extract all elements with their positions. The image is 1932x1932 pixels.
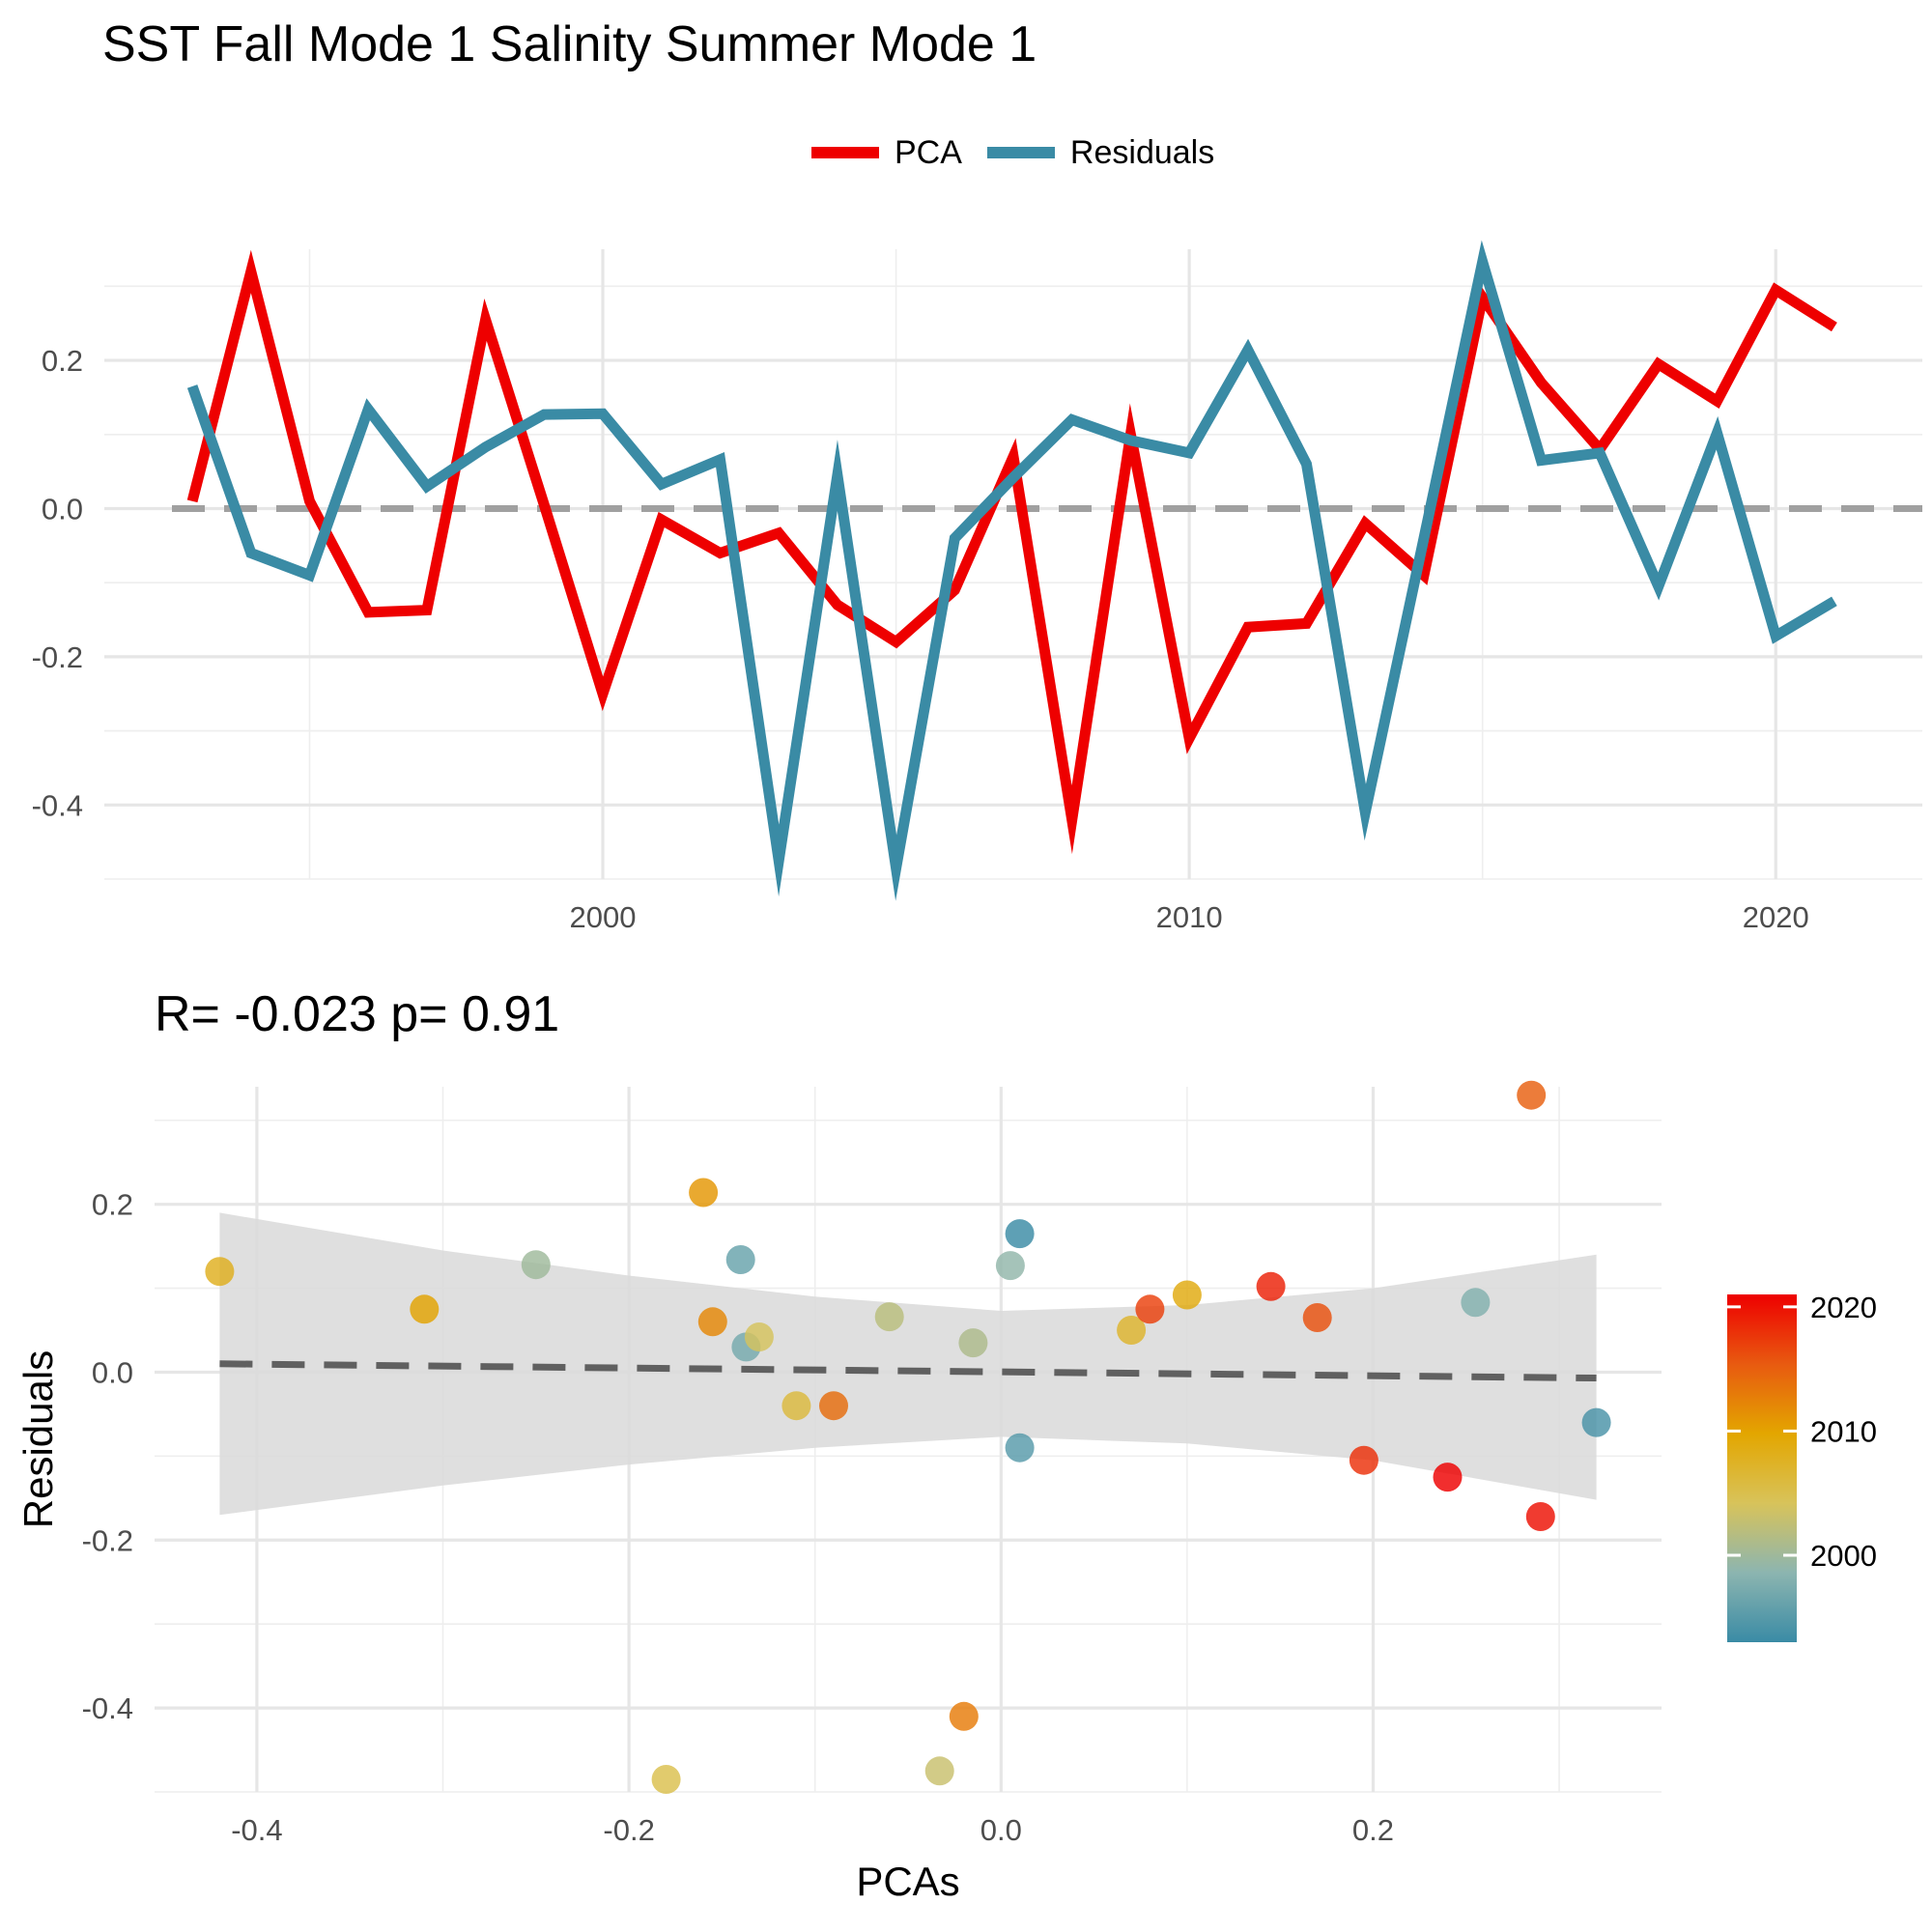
x-tick-label: -0.4 <box>231 1813 282 1847</box>
y-tick-label: -0.2 <box>82 1523 133 1557</box>
legend-item-residuals: Residuals <box>986 133 1215 172</box>
x-axis-title: PCAs <box>856 1859 959 1904</box>
regression-fit-line <box>219 1360 1597 1382</box>
colorbar-label: 2000 <box>1810 1539 1877 1573</box>
y-tick-label: -0.2 <box>32 640 83 674</box>
x-tick-label: -0.2 <box>603 1813 654 1847</box>
y-axis-title: Residuals <box>15 1350 61 1528</box>
scatter-point <box>205 1257 235 1287</box>
scatter-point <box>1135 1294 1165 1324</box>
scatter-point <box>651 1765 681 1794</box>
legend-key-residuals <box>986 147 1055 158</box>
scatter-point <box>689 1178 719 1208</box>
confidence-ribbon <box>219 1212 1597 1516</box>
chart-title: SST Fall Mode 1 Salinity Summer Mode 1 <box>102 16 1037 72</box>
scatter-point <box>781 1391 811 1421</box>
x-tick-label: 0.2 <box>1352 1813 1394 1847</box>
scatter-point <box>410 1294 440 1324</box>
scatter-point <box>958 1328 988 1358</box>
x-tick-label: 0.0 <box>980 1813 1022 1847</box>
legend-label-residuals: Residuals <box>1069 133 1215 171</box>
legend-key-pca <box>811 147 879 158</box>
scatter-point <box>521 1250 551 1280</box>
scatter-point <box>1517 1080 1547 1110</box>
scatter-point <box>744 1322 774 1351</box>
scatter-point <box>1525 1502 1555 1531</box>
scatter-point <box>1433 1463 1463 1492</box>
scatter-point <box>1005 1433 1035 1463</box>
scatter-point <box>1302 1303 1332 1332</box>
scatter-point <box>819 1391 848 1421</box>
legend-item-pca: PCA <box>811 134 962 172</box>
y-tick-label: -0.4 <box>82 1691 133 1725</box>
scatter-point <box>924 1756 954 1786</box>
scatter-point <box>995 1251 1025 1281</box>
scatter-point <box>1349 1445 1378 1475</box>
series-line-pca <box>186 249 1837 855</box>
legend-label-pca: PCA <box>895 133 962 171</box>
y-tick-label: -0.4 <box>32 788 83 822</box>
time-series-chart: -0.4 -0.2 0.0 0.2 2000 2010 2020 <box>32 240 1922 934</box>
scatter-point <box>1117 1316 1147 1345</box>
scatter-point <box>949 1701 979 1731</box>
scatter-point <box>1005 1219 1035 1249</box>
y-tick-label: 0.0 <box>92 1355 133 1389</box>
scatter-point <box>1172 1280 1202 1310</box>
x-tick-label: 2020 <box>1743 900 1809 934</box>
x-tick-label: 2010 <box>1156 900 1223 934</box>
series-line-residuals <box>186 240 1837 901</box>
correlation-stats-title: R= -0.023 p= 0.91 <box>155 986 560 1042</box>
scatter-point <box>725 1245 755 1274</box>
colorbar-label: 2010 <box>1810 1414 1877 1448</box>
scatter-chart: -0.4 -0.2 0.0 0.2 -0.4 -0.2 0.0 0.2 PCAs Residual… <box>15 1080 1877 1904</box>
y-tick-label: 0.2 <box>92 1188 133 1222</box>
scatter-point <box>1256 1271 1286 1301</box>
y-tick-label: 0.2 <box>42 344 83 378</box>
scatter-point <box>1461 1288 1491 1318</box>
y-tick-label: 0.0 <box>42 492 83 526</box>
legend: PCA Residuals <box>811 131 1214 174</box>
scatter-point <box>1581 1407 1611 1437</box>
colorbar <box>1727 1294 1797 1642</box>
colorbar-label: 2020 <box>1810 1291 1877 1324</box>
scatter-point <box>697 1307 727 1337</box>
scatter-point <box>874 1302 904 1332</box>
x-tick-label: 2000 <box>570 900 637 934</box>
